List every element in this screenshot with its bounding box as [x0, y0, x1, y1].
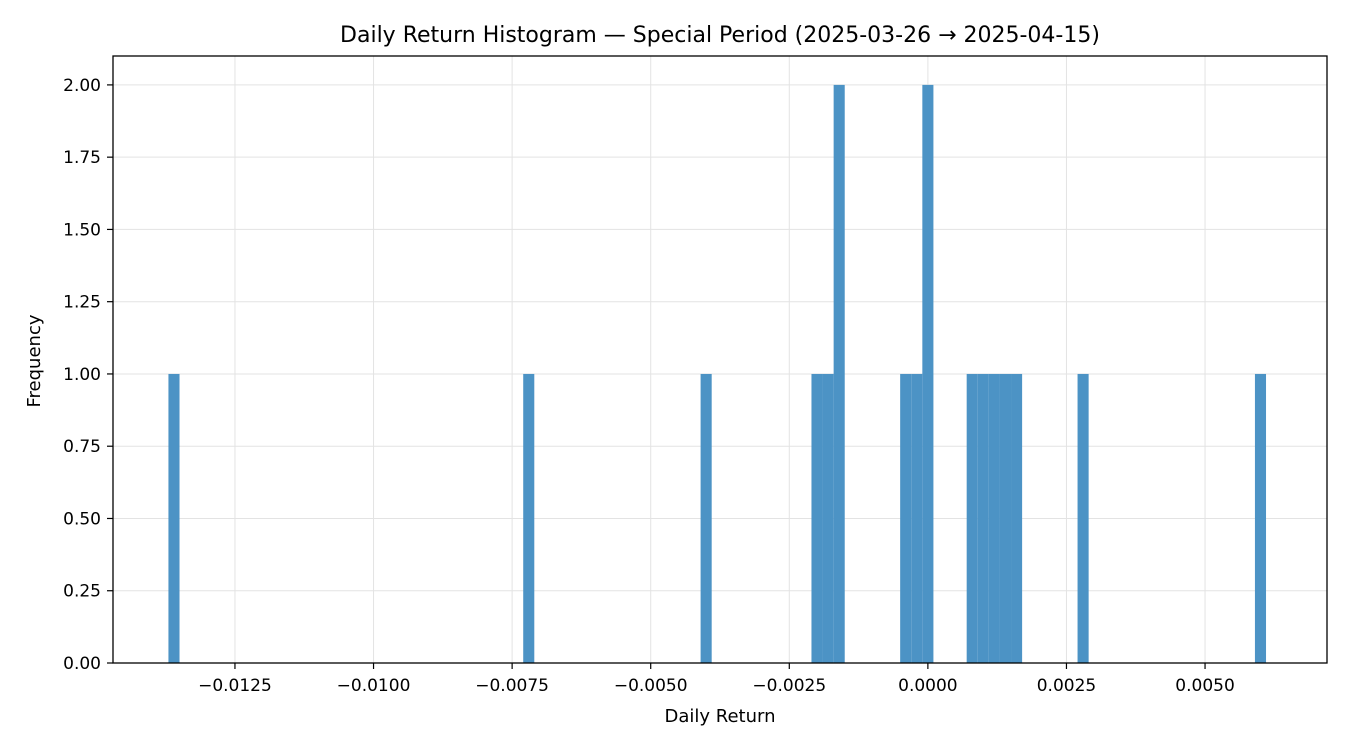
grid-lines	[113, 56, 1327, 664]
chart-title: Daily Return Histogram — Special Period …	[340, 23, 1100, 48]
x-axis-ticks: −0.0125 −0.0100 −0.0075 −0.0050 −0.0025 0.000…	[198, 663, 1235, 696]
histogram-bar	[988, 373, 1000, 663]
x-tick-label: 0.0050	[1175, 676, 1234, 696]
y-tick-label: 1.50	[63, 220, 101, 240]
x-axis-title: Daily Return	[665, 706, 776, 727]
x-tick-label: 0.0000	[898, 676, 957, 696]
y-tick-label: 0.00	[63, 654, 101, 674]
x-tick-label: −0.0050	[614, 676, 688, 696]
y-tick-label: 1.00	[63, 365, 101, 385]
histogram-bar	[900, 373, 912, 663]
y-tick-label: 0.50	[63, 509, 101, 529]
y-axis-ticks: 0.00 0.25 0.50 0.75 1.00 1.25 1.50 1.75 2.00	[63, 76, 113, 674]
histogram-bar	[1077, 373, 1089, 663]
x-tick-label: −0.0100	[337, 676, 411, 696]
histogram-bar	[911, 373, 923, 663]
y-tick-label: 0.75	[63, 437, 101, 457]
histogram-bar	[999, 373, 1012, 663]
x-tick-label: −0.0075	[475, 676, 549, 696]
histogram-bar	[922, 84, 934, 663]
histogram-bar	[977, 373, 989, 663]
x-tick-label: −0.0025	[752, 676, 826, 696]
histogram-bar	[966, 373, 978, 663]
histogram-bar	[168, 373, 180, 663]
y-tick-label: 1.25	[63, 293, 101, 313]
y-axis-title: Frequency	[24, 314, 45, 407]
histogram-bar	[700, 373, 712, 663]
x-tick-label: −0.0125	[198, 676, 272, 696]
plot-frame	[112, 55, 1328, 664]
y-tick-label: 1.75	[63, 148, 101, 168]
histogram-bar	[811, 373, 823, 663]
histogram-bar	[1011, 373, 1023, 663]
y-tick-label: 0.25	[63, 582, 101, 602]
histogram-bar	[833, 84, 845, 663]
x-tick-label: 0.0025	[1037, 676, 1096, 696]
histogram-bar	[523, 373, 535, 663]
y-tick-label: 2.00	[63, 76, 101, 96]
histogram-bars	[168, 84, 1267, 663]
histogram-bar	[822, 373, 834, 663]
histogram-bar	[1254, 373, 1267, 663]
